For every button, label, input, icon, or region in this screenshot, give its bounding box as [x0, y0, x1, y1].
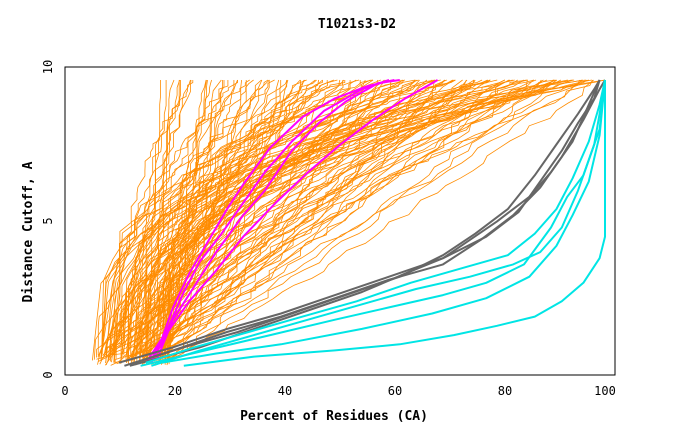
y-tick-label: 0: [41, 371, 55, 378]
background-curve: [130, 79, 317, 355]
background-curve: [167, 79, 491, 360]
background-curve: [127, 79, 419, 362]
series-line-gray-3: [134, 79, 601, 364]
x-axis-title: Percent of Residues (CA): [240, 409, 428, 424]
background-curve: [154, 79, 548, 360]
x-tick-label: 20: [168, 384, 182, 398]
background-curve: [112, 79, 555, 356]
background-curve: [154, 80, 328, 356]
series-line-magenta-1: [145, 79, 395, 364]
chart-title: T1021s3-D2: [318, 17, 396, 32]
series-line-cyan-1: [183, 80, 606, 367]
background-curve: [136, 79, 555, 364]
background-curve: [127, 79, 528, 359]
background-curve: [100, 79, 456, 361]
background-curve: [148, 79, 606, 358]
background-curve: [139, 79, 574, 357]
x-tick-label: 100: [594, 384, 616, 398]
series-line-cyan-4: [140, 79, 606, 367]
background-curve: [126, 79, 344, 356]
background-curve: [116, 79, 583, 365]
y-axis-title: Distance Cutoff, A: [21, 161, 36, 302]
series-line-cyan-3: [145, 79, 606, 364]
background-curve: [100, 79, 535, 358]
x-tick-label: 80: [498, 384, 512, 398]
x-tick-label: 60: [388, 384, 402, 398]
y-tick-label: 5: [41, 217, 55, 224]
x-tick-label: 40: [278, 384, 292, 398]
x-axis-ticks: 0 20 40 60 80 100: [61, 384, 615, 398]
background-curve: [154, 79, 537, 364]
background-curve: [161, 80, 223, 357]
background-curve: [160, 79, 513, 357]
background-curve: [139, 79, 483, 361]
background-curve: [141, 80, 361, 357]
background-curve: [111, 79, 562, 357]
background-curve: [150, 79, 269, 364]
background-curve: [166, 79, 594, 360]
background-curve: [92, 79, 583, 361]
y-tick-label: 10: [41, 60, 55, 74]
background-curve: [105, 79, 525, 358]
background-curve: [152, 79, 510, 358]
background-curve: [112, 80, 323, 355]
background-curve: [113, 80, 194, 363]
background-curve: [120, 79, 275, 360]
background-curve: [121, 79, 338, 357]
background-curve: [161, 80, 346, 364]
background-curve: [150, 79, 558, 365]
series-line-cyan-5: [162, 79, 606, 364]
background-curve: [160, 79, 381, 365]
background-curve: [105, 79, 456, 363]
background-curve: [126, 79, 405, 364]
series-line-magenta-3: [155, 79, 400, 360]
plot-frame: [64, 66, 616, 376]
highlighted-series: [118, 79, 606, 367]
series-line-gray-4: [129, 79, 601, 367]
x-tick-label: 0: [61, 384, 68, 398]
background-curve: [151, 79, 580, 355]
background-curve: [125, 79, 506, 359]
background-curve: [100, 79, 557, 359]
background-curve: [107, 79, 534, 362]
series-line-magenta-2: [150, 79, 390, 361]
series-line-gray-1: [118, 79, 601, 364]
series-line-magenta-4: [150, 79, 439, 364]
background-curve: [161, 79, 586, 356]
y-axis-ticks: 0 5 10: [41, 60, 55, 379]
background-curve: [105, 79, 606, 355]
background-curve: [132, 79, 592, 364]
